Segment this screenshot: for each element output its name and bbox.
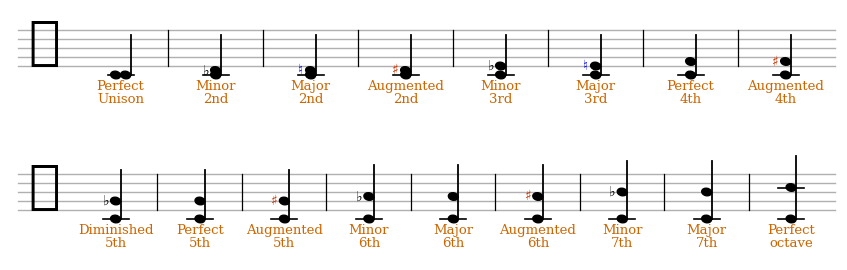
Text: ♯: ♯ <box>392 63 399 77</box>
Ellipse shape <box>111 71 120 79</box>
Text: Perfect: Perfect <box>176 224 224 237</box>
Ellipse shape <box>211 71 220 79</box>
Ellipse shape <box>280 197 290 205</box>
Text: 6th: 6th <box>527 237 549 250</box>
Ellipse shape <box>701 188 711 196</box>
Text: ♯: ♯ <box>271 194 278 208</box>
Ellipse shape <box>617 188 627 196</box>
Text: 4th: 4th <box>774 93 797 106</box>
Ellipse shape <box>448 193 458 200</box>
Text: 6th: 6th <box>442 237 464 250</box>
Ellipse shape <box>781 58 790 65</box>
Text: octave: octave <box>769 237 813 250</box>
Ellipse shape <box>401 67 411 74</box>
Text: 3rd: 3rd <box>584 93 607 106</box>
Ellipse shape <box>195 197 205 205</box>
Ellipse shape <box>111 197 120 205</box>
Text: 2nd: 2nd <box>203 93 229 106</box>
Ellipse shape <box>120 71 130 79</box>
Text: 5th: 5th <box>274 237 296 250</box>
Text: Perfect: Perfect <box>97 80 145 93</box>
Ellipse shape <box>781 71 790 79</box>
Text: Minor: Minor <box>349 224 389 237</box>
Text: ♮: ♮ <box>583 59 588 73</box>
Text: 2nd: 2nd <box>393 93 418 106</box>
Text: 5th: 5th <box>189 237 211 250</box>
Text: 7th: 7th <box>695 237 717 250</box>
Ellipse shape <box>686 58 695 65</box>
Ellipse shape <box>533 193 543 200</box>
Text: ♯: ♯ <box>772 55 779 69</box>
Text: ♭: ♭ <box>356 190 363 204</box>
Ellipse shape <box>280 215 290 223</box>
Ellipse shape <box>195 215 205 223</box>
Text: Major: Major <box>576 80 616 93</box>
Text: Perfect: Perfect <box>667 80 715 93</box>
Text: 7th: 7th <box>611 237 634 250</box>
Text: 2nd: 2nd <box>298 93 324 106</box>
Text: ♭: ♭ <box>202 63 209 77</box>
Text: 𝄞: 𝄞 <box>28 162 59 213</box>
Ellipse shape <box>448 215 458 223</box>
Text: Minor: Minor <box>602 224 643 237</box>
Ellipse shape <box>686 71 695 79</box>
Ellipse shape <box>364 193 374 200</box>
Text: Minor: Minor <box>196 80 235 93</box>
Ellipse shape <box>786 215 796 223</box>
Text: ♮: ♮ <box>298 63 303 77</box>
Text: ♭: ♭ <box>487 59 494 73</box>
Text: ♭: ♭ <box>102 194 108 208</box>
Text: 4th: 4th <box>679 93 701 106</box>
Text: Major: Major <box>687 224 727 237</box>
Text: Minor: Minor <box>480 80 521 93</box>
Ellipse shape <box>786 184 796 191</box>
Text: Augmented: Augmented <box>246 224 323 237</box>
Ellipse shape <box>111 215 120 223</box>
Ellipse shape <box>533 215 543 223</box>
Ellipse shape <box>495 62 506 70</box>
Ellipse shape <box>590 71 601 79</box>
Text: 6th: 6th <box>357 237 380 250</box>
Text: Major: Major <box>434 224 473 237</box>
Text: ♭: ♭ <box>609 185 616 199</box>
Text: Major: Major <box>291 80 330 93</box>
Ellipse shape <box>306 71 316 79</box>
Text: Augmented: Augmented <box>500 224 576 237</box>
Text: Unison: Unison <box>97 93 144 106</box>
Text: 𝄞: 𝄞 <box>28 18 59 69</box>
Text: Augmented: Augmented <box>747 80 824 93</box>
Text: 5th: 5th <box>104 237 126 250</box>
Ellipse shape <box>495 71 506 79</box>
Ellipse shape <box>364 215 374 223</box>
Ellipse shape <box>306 67 316 74</box>
Text: Diminished: Diminished <box>78 224 153 237</box>
Text: ♯: ♯ <box>524 190 531 204</box>
Text: Augmented: Augmented <box>367 80 444 93</box>
Text: 3rd: 3rd <box>489 93 512 106</box>
Ellipse shape <box>701 215 711 223</box>
Text: Perfect: Perfect <box>767 224 815 237</box>
Ellipse shape <box>590 62 601 70</box>
Ellipse shape <box>401 71 411 79</box>
Ellipse shape <box>211 67 220 74</box>
Ellipse shape <box>617 215 627 223</box>
